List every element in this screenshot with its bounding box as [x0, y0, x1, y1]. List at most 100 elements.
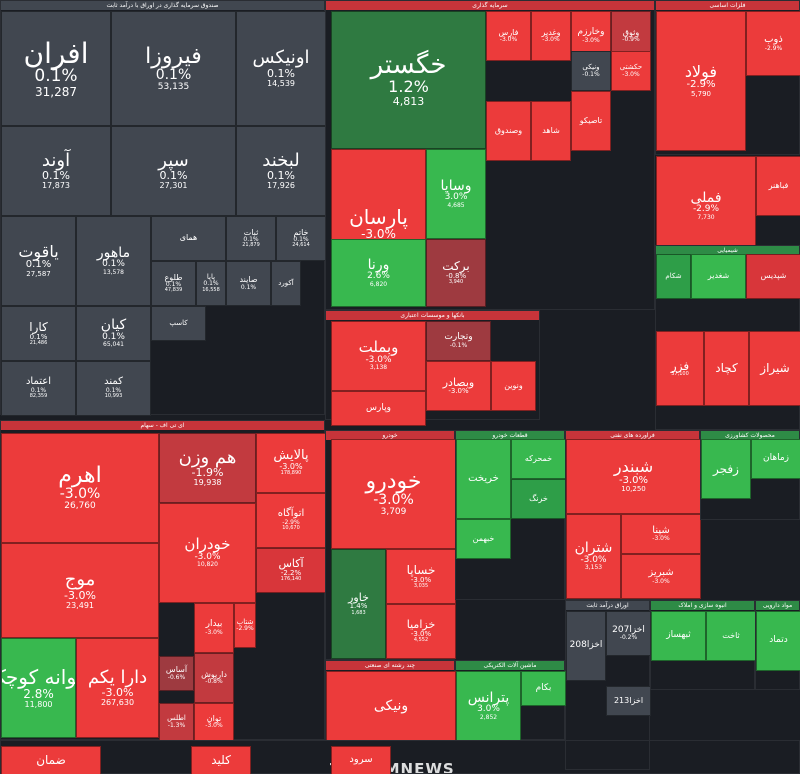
stock-tile[interactable]: ضمان [1, 746, 101, 774]
stock-tile[interactable]: آساس -0.6% [159, 656, 194, 691]
stock-tile[interactable]: جوانه کوچک2.8%11,800 [1, 638, 76, 738]
stock-tile[interactable]: ونیکی -0.1% [571, 51, 611, 91]
stock-tile[interactable]: بیدار -3.0% [194, 603, 234, 653]
stock-tile[interactable]: فولاد -2.9% 5,790 [656, 11, 746, 151]
change-percent: 0.1% [293, 235, 309, 243]
symbol-label: همای [179, 233, 198, 243]
stock-tile[interactable]: فارس -3.0% [486, 11, 531, 61]
stock-tile[interactable]: وسایا 3.0% 4,685 [426, 149, 486, 239]
stock-tile[interactable]: شیراز [749, 331, 800, 406]
stock-tile[interactable]: وتجارت -0.1% [426, 321, 491, 361]
change-percent: 2.8% [23, 687, 54, 701]
stock-tile[interactable]: خبهمن [456, 519, 511, 559]
stock-tile[interactable]: فزر 37,100 [656, 331, 704, 406]
stock-tile[interactable]: شبندر -3.0% 10,250 [566, 439, 701, 514]
stock-tile[interactable]: خمحرکه [511, 439, 566, 479]
stock-tile[interactable]: خاور 1.4% 1,683 [331, 549, 386, 659]
stock-tile[interactable]: کچاد [704, 331, 749, 406]
stock-tile[interactable]: کیان 0.1% 65,041 [76, 306, 151, 361]
change-percent: 0.1% [34, 65, 78, 86]
stock-tile[interactable]: خودرو -3.0% 3,709 [331, 439, 456, 549]
stock-tile[interactable]: تاصیکو [571, 91, 611, 151]
change-percent: -0.2% [619, 634, 638, 642]
stock-tile[interactable]: اطلس -1.3% [159, 703, 194, 741]
change-percent: -3.0% [101, 686, 134, 700]
stock-tile[interactable]: کمند 0.1% 10,993 [76, 361, 151, 416]
symbol-label: شتاب [236, 617, 254, 626]
stock-tile[interactable]: داریوش -0.8% [194, 653, 234, 703]
stock-tile[interactable]: شغدیر [691, 254, 746, 299]
stock-tile[interactable]: ونیکی [326, 671, 456, 741]
stock-tile[interactable]: خرنگ [511, 479, 566, 519]
stock-tile[interactable]: حکشتی -3.0% [611, 51, 651, 91]
stock-tile[interactable]: خزامیا -3.0% 4,552 [386, 604, 456, 659]
stock-tile[interactable]: موج -3.0% 23,491 [1, 543, 159, 638]
stock-tile[interactable]: شاهد [531, 101, 571, 161]
stock-tile[interactable]: بکام [521, 671, 566, 706]
stock-tile[interactable]: برکت -0.8% 3,940 [426, 239, 486, 307]
stock-tile[interactable]: پایا 0.1% 16,558 [196, 261, 226, 306]
stock-tile[interactable]: فباهنر [756, 156, 800, 216]
stock-tile[interactable]: شبریز -3.0% [621, 554, 701, 599]
symbol-label: طلوع [164, 272, 183, 282]
stock-tile[interactable]: دارا یکم -3.0% 267,630 [76, 638, 159, 738]
stock-tile[interactable]: ونوین [491, 361, 536, 411]
stock-tile[interactable]: اونیکس 0.1% 14,539 [236, 11, 326, 126]
stock-tile[interactable]: همای [151, 216, 226, 261]
stock-tile[interactable]: توان -3.0% [194, 703, 234, 741]
stock-tile[interactable]: وبصادر -3.0% [426, 361, 491, 411]
stock-tile[interactable]: کارا 0.1% 21,486 [1, 306, 76, 361]
stock-tile[interactable]: وبملت -3.0% 3,138 [331, 321, 426, 391]
stock-tile[interactable]: خاتم 0.1% 24,614 [276, 216, 326, 261]
stock-tile[interactable]: ثاخت [706, 611, 756, 661]
stock-tile[interactable]: شپدیس [746, 254, 800, 299]
stock-tile[interactable]: اتوآگاه -2.9% 10,670 [256, 493, 326, 548]
stock-tile[interactable]: آکاس -2.2% 176,140 [256, 548, 326, 593]
stock-tile[interactable]: آوند 0.1% 17,873 [1, 126, 111, 216]
stock-tile[interactable]: فیروزا 0.1% 53,135 [111, 11, 236, 126]
stock-tile[interactable]: طلوع 0.1% 47,839 [151, 261, 196, 306]
stock-tile[interactable]: هم وزن -1.9% 19,938 [159, 433, 256, 503]
stock-tile[interactable]: زماهان [751, 439, 800, 479]
stock-tile[interactable]: ماهور 0.1% 13,578 [76, 216, 151, 306]
stock-tile[interactable]: فملی -2.9% 7,730 [656, 156, 756, 256]
stock-tile[interactable]: خگستر 1.2% 4,813 [331, 11, 486, 149]
stock-tile[interactable]: ورنا 2.6% 6,820 [331, 239, 426, 307]
stock-tile[interactable]: شکام [656, 254, 691, 299]
stock-tile[interactable]: کلید [191, 746, 251, 774]
stock-tile[interactable]: خریخت [456, 439, 511, 519]
symbol-label: دتماد [769, 635, 788, 646]
stock-tile[interactable]: لبخند 0.1% 17,926 [236, 126, 326, 216]
stock-tile[interactable]: زفجر [701, 439, 751, 499]
stock-tile[interactable]: وصندوق [486, 101, 531, 161]
stock-tile[interactable]: شتاب -2.9% [234, 603, 256, 648]
stock-tile[interactable]: یاقوت 0.1% 27,587 [1, 216, 76, 306]
symbol-label: آساس [165, 665, 188, 675]
stock-tile[interactable]: آکورد [271, 261, 301, 306]
stock-tile[interactable]: سرود [331, 746, 391, 774]
last-price: 10,250 [621, 485, 646, 494]
stock-tile[interactable]: افران 0.1% 31,287 [1, 11, 111, 126]
stock-tile[interactable]: خودران -3.0% 10,820 [159, 503, 256, 603]
stock-tile[interactable]: پالایش -3.0% 178,890 [256, 433, 326, 493]
stock-tile[interactable]: پترانس 3.0% 2,852 [456, 671, 521, 741]
stock-tile[interactable]: شتران -3.0% 3,153 [566, 514, 621, 599]
stock-tile[interactable]: خساپا -3.0% 3,035 [386, 549, 456, 604]
stock-tile[interactable]: اخزا207 -0.2% [606, 611, 651, 656]
stock-tile[interactable]: صایند 0.1% [226, 261, 271, 306]
stock-tile[interactable]: شپنا -3.0% [621, 514, 701, 554]
stock-tile[interactable]: اخزا208 [566, 611, 606, 681]
stock-tile[interactable]: اهرم -3.0% 26,760 [1, 433, 159, 543]
stock-tile[interactable]: اعتماد 0.1% 82,359 [1, 361, 76, 416]
symbol-label: پارسان [349, 205, 408, 229]
change-percent: -2.9% [236, 625, 254, 633]
stock-tile[interactable]: اخزا213 [606, 686, 651, 716]
stock-tile[interactable]: سپر 0.1% 27,301 [111, 126, 236, 216]
stock-tile[interactable]: کاسپ [151, 306, 206, 341]
stock-tile[interactable]: وغدیر -3.0% [531, 11, 571, 61]
stock-tile[interactable]: ثبات 0.1% 21,879 [226, 216, 276, 261]
stock-tile[interactable]: ذوب -2.9% [746, 11, 800, 76]
stock-tile[interactable]: ثبهساز [651, 611, 706, 661]
stock-tile[interactable]: وپارس [331, 391, 426, 426]
stock-tile[interactable]: دتماد [756, 611, 800, 671]
